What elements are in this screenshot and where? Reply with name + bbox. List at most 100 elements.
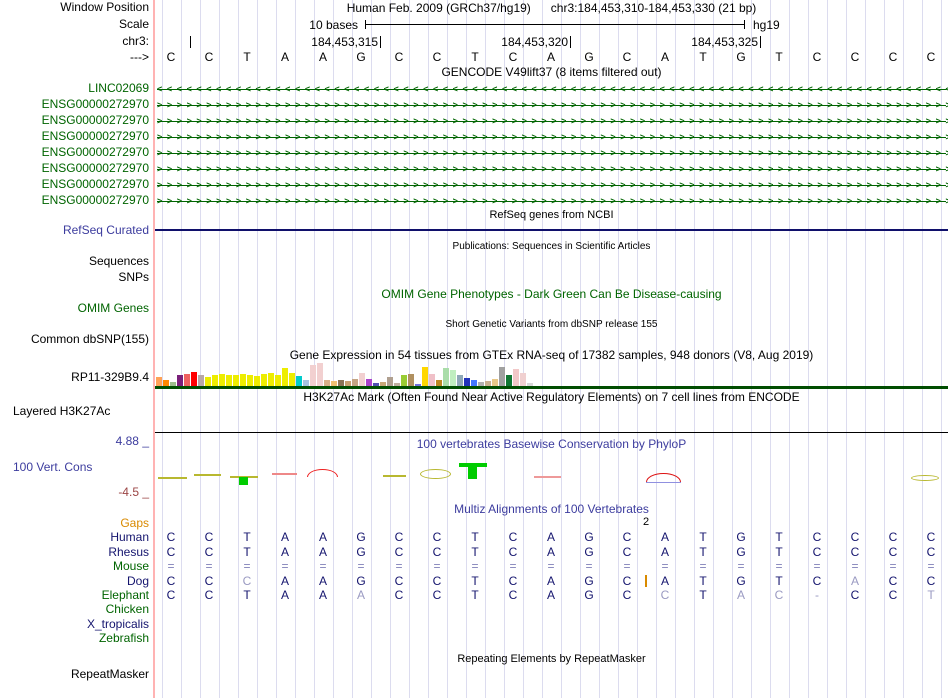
gtex-expression-bar[interactable] [219,374,225,386]
gtex-expression-bar[interactable] [394,383,400,386]
multiz-species-label[interactable]: Mouse [112,559,149,573]
gtex-expression-bar[interactable] [191,372,197,386]
gtex-expression-bar[interactable] [415,384,421,386]
gencode-gene-row[interactable]: >>>>>>>>>>>>>>>>>>>>>>>>>>>>>>>>>>>>>>>>… [155,193,948,209]
gencode-gene-row[interactable]: >>>>>>>>>>>>>>>>>>>>>>>>>>>>>>>>>>>>>>>>… [155,113,948,129]
gtex-expression-bar[interactable] [499,367,505,386]
gtex-expression-bar[interactable] [240,374,246,386]
gtex-expression-bar[interactable] [422,367,428,386]
gtex-expression-bar[interactable] [310,365,316,386]
omim-track-title[interactable]: OMIM Gene Phenotypes - Dark Green Can Be… [381,287,722,301]
multiz-species-label[interactable]: Gaps [120,516,149,530]
gtex-expression-bar[interactable] [471,380,477,386]
gtex-expression-bar[interactable] [492,379,498,386]
gencode-item-label[interactable]: ENSG00000272970 [41,97,149,111]
gtex-expression-bar[interactable] [520,373,526,386]
gtex-expression-bar[interactable] [331,381,337,386]
gencode-item-label[interactable]: ENSG00000272970 [41,129,149,143]
gtex-expression-bar[interactable] [366,379,372,386]
track-label-snps[interactable]: SNPs [118,270,149,284]
gtex-expression-bar[interactable] [233,375,239,386]
gencode-gene-row[interactable]: <<<<<<<<<<<<<<<<<<<<<<<<<<<<<<<<<<<<<<<<… [155,81,948,97]
gtex-expression-bar[interactable] [324,380,330,386]
multiz-species-label[interactable]: Dog [126,574,149,588]
gtex-expression-bar[interactable] [338,380,344,386]
gtex-expression-bar[interactable] [170,382,176,386]
gtex-expression-bar[interactable] [177,375,183,386]
gtex-expression-bar[interactable] [436,380,442,386]
dbsnp-track-title[interactable]: Short Genetic Variants from dbSNP releas… [445,319,658,330]
gtex-expression-bar[interactable] [296,376,302,386]
gencode-gene-row[interactable]: >>>>>>>>>>>>>>>>>>>>>>>>>>>>>>>>>>>>>>>>… [155,177,948,193]
gtex-track-title[interactable]: Gene Expression in 54 tissues from GTEx … [289,348,814,362]
gtex-expression-bar[interactable] [205,377,211,386]
gencode-item-label[interactable]: LINC02069 [88,81,149,95]
gencode-track-title[interactable]: GENCODE V49lift37 (8 items filtered out) [441,65,662,79]
refseq-track-title[interactable]: RefSeq genes from NCBI [489,209,614,221]
gtex-expression-bar[interactable] [226,375,232,386]
gtex-expression-bar[interactable] [373,383,379,386]
gtex-expression-bar[interactable] [485,381,491,386]
multiz-species-label[interactable]: Elephant [101,588,149,602]
publications-track-title[interactable]: Publications: Sequences in Scientific Ar… [452,241,651,252]
gencode-item-label[interactable]: ENSG00000272970 [41,193,149,207]
gencode-gene-row[interactable]: >>>>>>>>>>>>>>>>>>>>>>>>>>>>>>>>>>>>>>>>… [155,161,948,177]
gtex-expression-bar[interactable] [387,377,393,386]
gtex-expression-bar[interactable] [247,375,253,386]
track-label-refseq-curated[interactable]: RefSeq Curated [62,223,149,237]
refseq-gene-line[interactable] [155,229,948,231]
multiz-species-label[interactable]: Chicken [105,602,149,616]
track-label-omim-genes[interactable]: OMIM Genes [77,301,149,315]
gencode-item-label[interactable]: ENSG00000272970 [41,113,149,127]
gtex-expression-bar[interactable] [156,377,162,386]
gtex-expression-bar[interactable] [450,370,456,386]
gtex-expression-bar[interactable] [457,375,463,386]
repeatmasker-track-title[interactable]: Repeating Elements by RepeatMasker [457,653,646,665]
track-label-repeatmasker[interactable]: RepeatMasker [70,667,149,681]
multiz-track-title[interactable]: Multiz Alignments of 100 Vertebrates [454,502,649,516]
multiz-species-label[interactable]: X_tropicalis [86,617,149,631]
gtex-expression-bar[interactable] [254,376,260,386]
gtex-expression-bar[interactable] [380,382,386,386]
gtex-expression-bar[interactable] [184,374,190,386]
gtex-expression-bar[interactable] [478,382,484,386]
track-label-layered-h3k27ac[interactable]: Layered H3K27Ac [13,404,111,418]
gtex-expression-bar[interactable] [282,368,288,386]
gtex-expression-bar[interactable] [268,373,274,386]
gtex-expression-bar[interactable] [198,375,204,386]
gencode-gene-row[interactable]: >>>>>>>>>>>>>>>>>>>>>>>>>>>>>>>>>>>>>>>>… [155,97,948,113]
gtex-expression-bar[interactable] [163,380,169,386]
gtex-expression-bar[interactable] [317,363,323,386]
gtex-expression-bar[interactable] [527,383,533,386]
gtex-expression-bar[interactable] [464,378,470,386]
gencode-item-label[interactable]: ENSG00000272970 [41,145,149,159]
gencode-gene-row[interactable]: >>>>>>>>>>>>>>>>>>>>>>>>>>>>>>>>>>>>>>>>… [155,145,948,161]
multiz-species-label[interactable]: Human [110,530,149,544]
gtex-expression-bar[interactable] [303,380,309,386]
track-label-100-vert-cons[interactable]: 100 Vert. Cons [13,460,93,474]
gtex-expression-bar[interactable] [513,369,519,386]
track-label-gtex-gene[interactable]: RP11-329B9.4 [71,370,149,384]
track-label-sequences[interactable]: Sequences [88,254,149,268]
multiz-species-label[interactable]: Rhesus [108,545,149,559]
gtex-expression-bar[interactable] [289,373,295,386]
gencode-item-label[interactable]: ENSG00000272970 [41,161,149,175]
gtex-expression-bar[interactable] [345,381,351,386]
gtex-expression-bar[interactable] [275,375,281,386]
gtex-expression-bar[interactable] [359,373,365,386]
gtex-expression-bar[interactable] [261,374,267,386]
gtex-expression-bar[interactable] [506,375,512,386]
conservation-track-title[interactable]: 100 vertebrates Basewise Conservation by… [416,437,687,451]
gencode-item-label[interactable]: ENSG00000272970 [41,177,149,191]
track-label-common-dbsnp[interactable]: Common dbSNP(155) [30,332,149,346]
gtex-expression-bar[interactable] [352,379,358,386]
gtex-expression-bar[interactable] [443,368,449,386]
h3k27ac-track-title[interactable]: H3K27Ac Mark (Often Found Near Active Re… [303,390,800,404]
gtex-expression-bar[interactable] [401,375,407,386]
gencode-gene-row[interactable]: >>>>>>>>>>>>>>>>>>>>>>>>>>>>>>>>>>>>>>>>… [155,129,948,145]
gtex-expression-bar[interactable] [429,374,435,386]
gtex-gene-model-line[interactable] [155,386,948,389]
multiz-species-label[interactable]: Zebrafish [98,631,149,645]
gtex-expression-bar[interactable] [408,374,414,386]
gtex-expression-bar[interactable] [212,375,218,386]
